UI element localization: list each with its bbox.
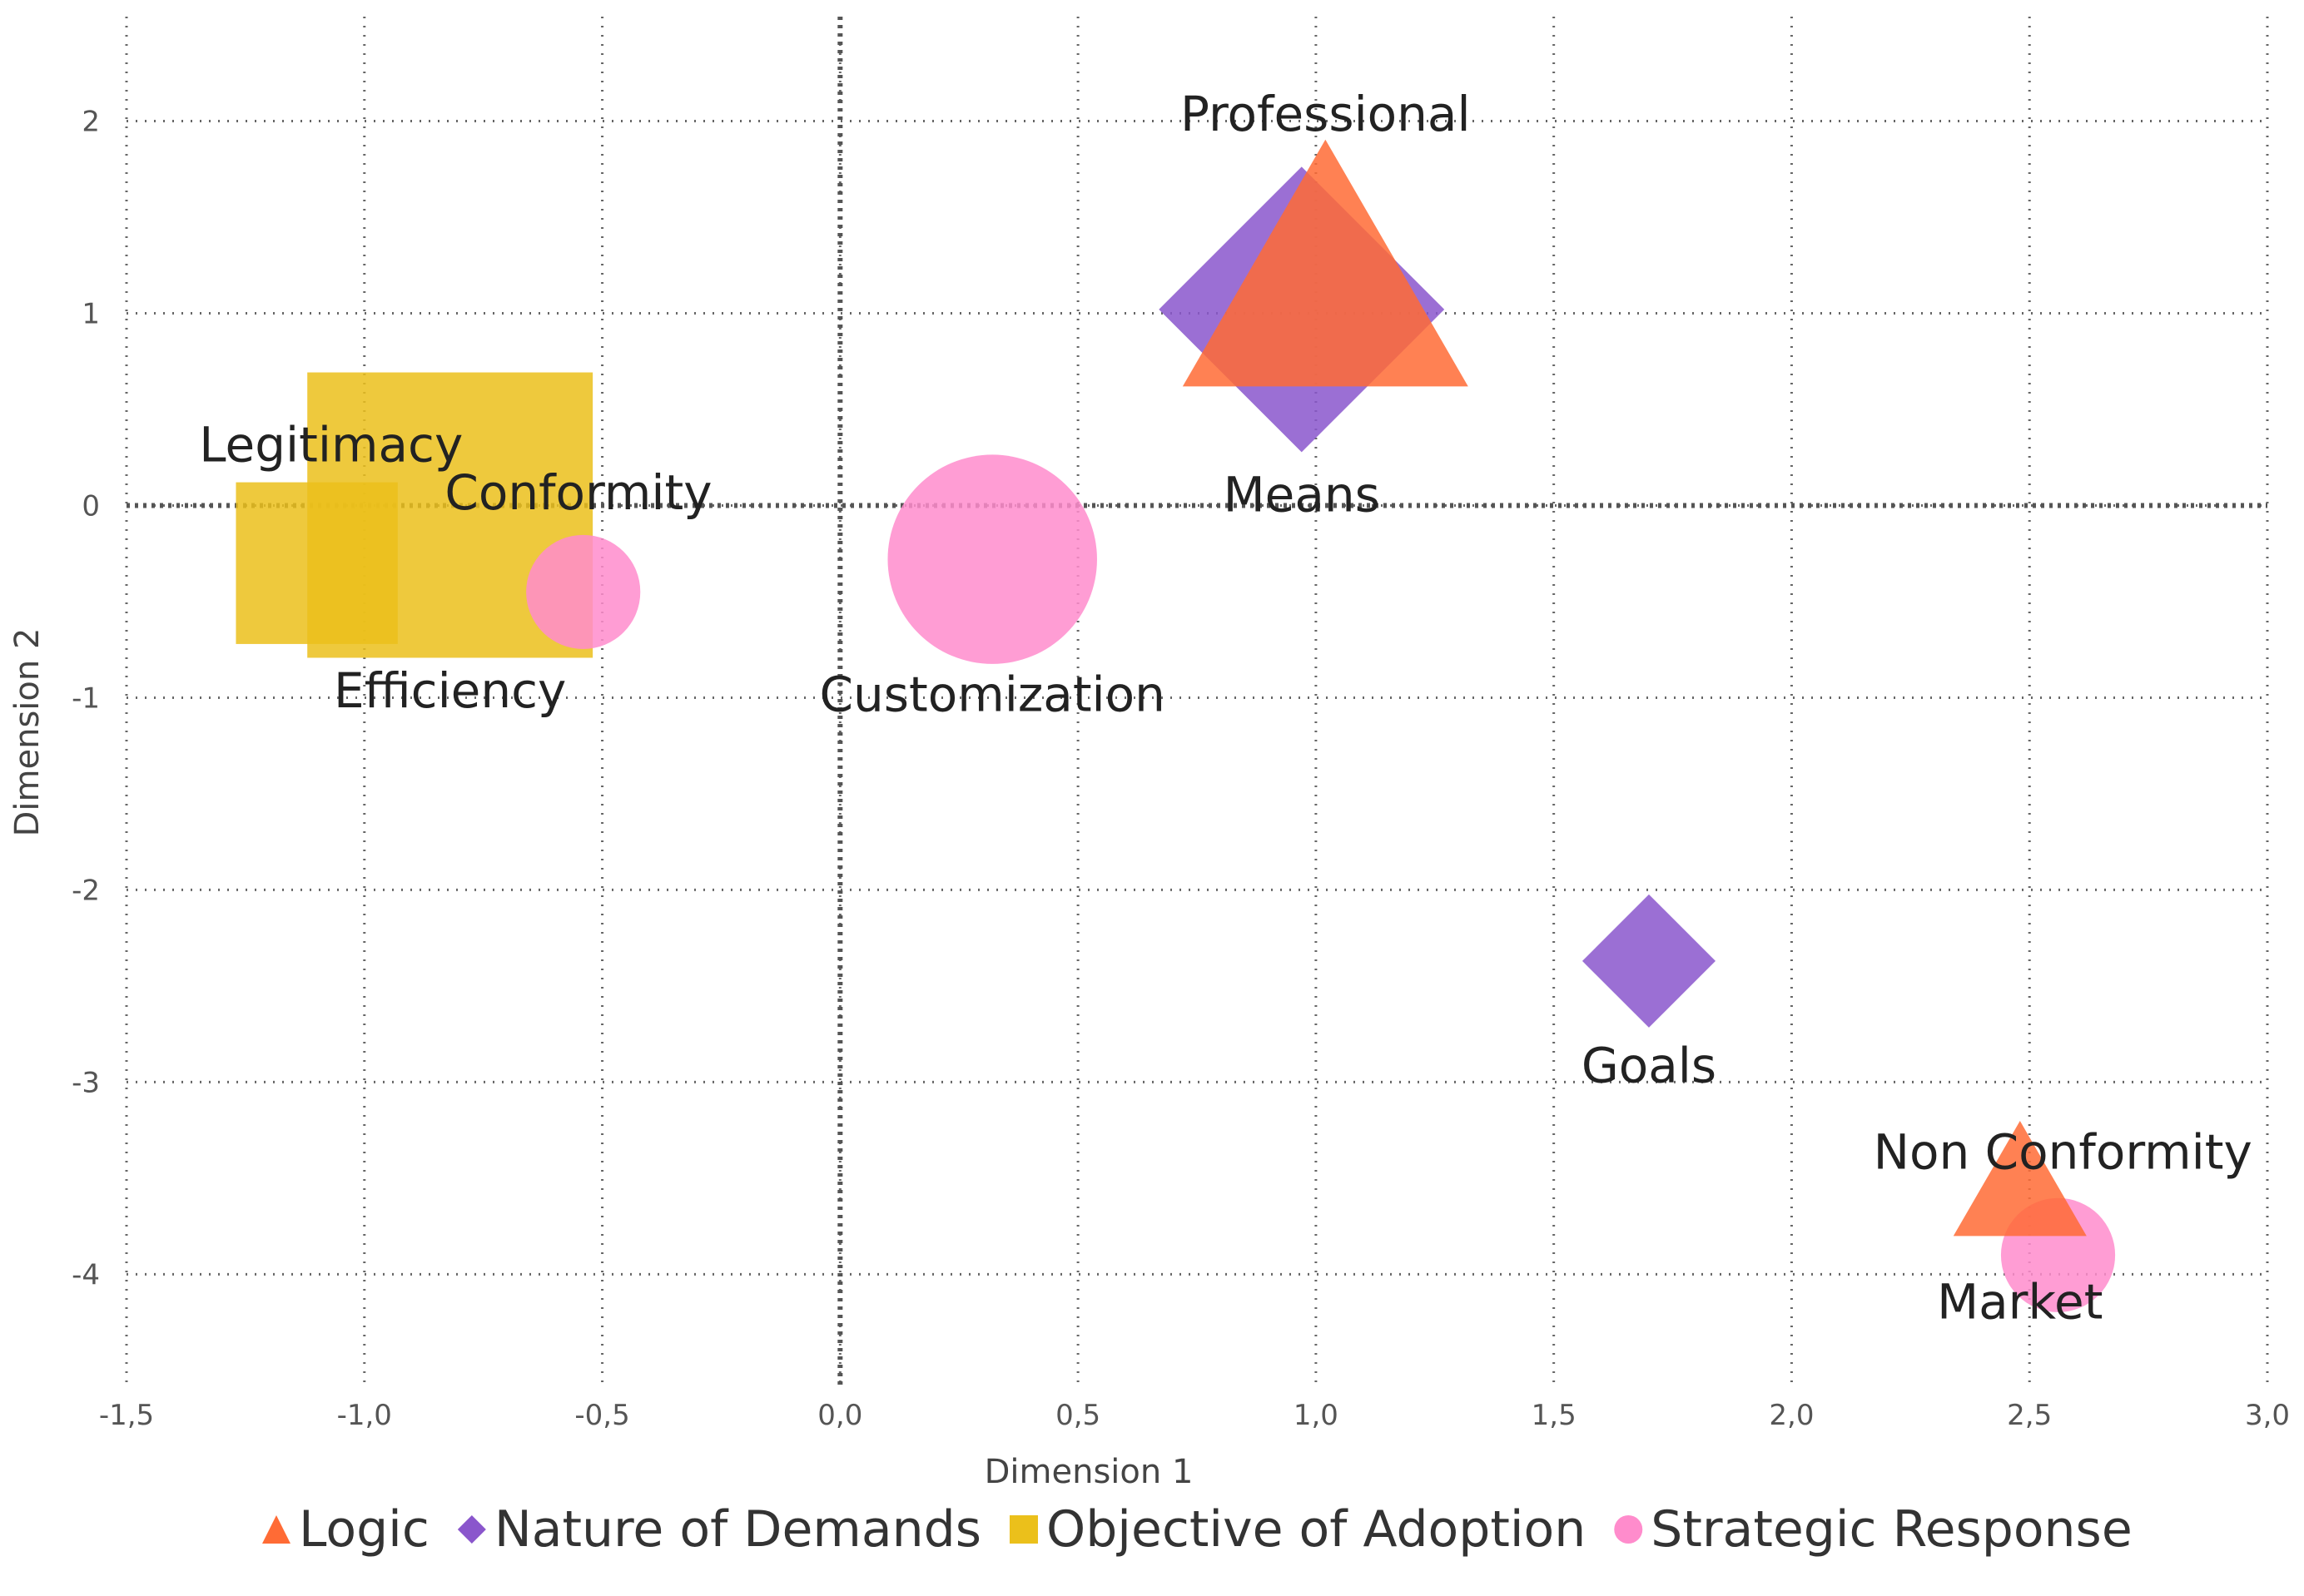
point-label-means: Means <box>1224 466 1380 523</box>
point-label-goals: Goals <box>1582 1037 1716 1093</box>
y-tick-label: 0 <box>82 489 100 523</box>
point-label-professional: Professional <box>1180 86 1471 142</box>
y-axis-title: Dimension 2 <box>8 628 47 837</box>
circle-icon <box>1614 1515 1643 1544</box>
zero-lines <box>127 17 2267 1390</box>
triangle-icon <box>262 1515 290 1544</box>
customization-marker <box>887 454 1097 664</box>
non-conformity-marker <box>1953 1120 2087 1237</box>
point-label-market: Market <box>1937 1274 2103 1331</box>
point-label-customization: Customization <box>820 667 1165 723</box>
professional-marker <box>1182 139 1468 387</box>
x-tick-label: 2,5 <box>2007 1399 2052 1432</box>
legend-item-nature-of-demands: Nature of Demands <box>457 1500 981 1559</box>
y-tick-label: -4 <box>72 1258 100 1291</box>
legend-label: Nature of Demands <box>494 1500 981 1559</box>
x-axis-ticks: -1,5 -1,0 -0,5 0,0 0,5 1,0 1,5 2,0 2,5 3,0 <box>99 1399 2290 1432</box>
legitimacy-marker <box>236 482 398 644</box>
x-tick-label: 2,0 <box>1769 1399 1814 1432</box>
x-axis-title: Dimension 1 <box>985 1453 1194 1491</box>
y-axis-ticks: 2 1 0 -1 -2 -3 -4 <box>72 105 100 1291</box>
diamond-icon <box>457 1515 486 1544</box>
x-tick-label: 3,0 <box>2245 1399 2290 1432</box>
y-tick-label: -2 <box>72 874 100 907</box>
y-tick-label: 2 <box>82 105 100 138</box>
x-tick-label: 1,5 <box>1532 1399 1577 1432</box>
legend-label: Strategic Response <box>1651 1500 2132 1559</box>
x-tick-label: 0,5 <box>1055 1399 1100 1432</box>
point-label-non-conformity: Non Conformity <box>1874 1123 2252 1180</box>
legend-item-strategic-response: Strategic Response <box>1614 1500 2133 1559</box>
x-tick-label: -1,0 <box>337 1399 392 1432</box>
square-icon <box>1009 1515 1038 1544</box>
point-label-efficiency: Efficiency <box>334 662 566 719</box>
legend-label: Logic <box>299 1500 430 1559</box>
x-tick-label: 0,0 <box>817 1399 862 1432</box>
markers <box>236 139 2116 1312</box>
x-tick-label: -0,5 <box>574 1399 629 1432</box>
point-label-legitimacy: Legitimacy <box>199 416 463 473</box>
y-tick-label: -1 <box>72 682 100 715</box>
legend-item-logic: Logic <box>262 1500 430 1559</box>
y-tick-label: -3 <box>72 1066 100 1099</box>
legend-label: Objective of Adoption <box>1046 1500 1586 1559</box>
x-tick-label: 1,0 <box>1294 1399 1338 1432</box>
x-tick-label: -1,5 <box>99 1399 154 1432</box>
legend: Logic Nature of Demands Objective of Adopt… <box>262 1500 2133 1559</box>
conformity-marker <box>526 534 641 649</box>
legend-item-objective-of-adoption: Objective of Adoption <box>1009 1500 1586 1559</box>
y-tick-label: 1 <box>82 297 100 330</box>
goals-marker <box>1582 894 1716 1028</box>
point-label-conformity: Conformity <box>444 464 712 521</box>
